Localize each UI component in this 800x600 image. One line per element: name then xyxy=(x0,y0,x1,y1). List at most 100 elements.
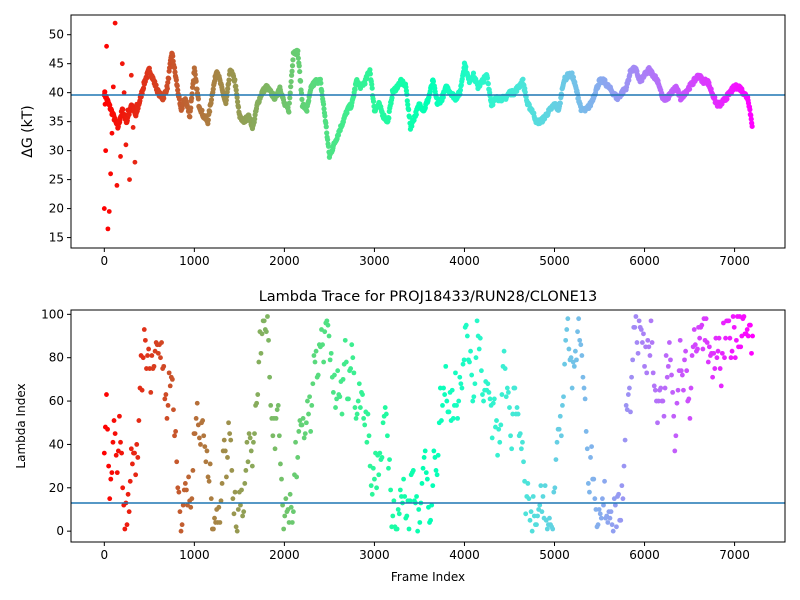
bottom-data-point xyxy=(148,389,154,395)
bottom-data-point xyxy=(711,350,717,356)
top-data-point xyxy=(318,80,324,86)
bottom-x-tick-label: 4000 xyxy=(449,548,480,562)
top-data-point xyxy=(322,113,328,119)
bottom-data-point xyxy=(113,452,119,458)
bottom-data-point xyxy=(179,522,185,528)
bottom-data-point xyxy=(184,487,189,493)
bottom-data-point xyxy=(141,327,147,332)
top-data-point xyxy=(226,77,232,83)
bottom-data-point xyxy=(542,483,548,489)
bottom-data-point xyxy=(322,329,328,335)
bottom-data-point xyxy=(162,396,168,402)
bottom-data-point xyxy=(585,481,591,486)
bottom-data-point xyxy=(346,396,351,402)
bottom-data-point xyxy=(122,526,128,532)
bottom-data-point xyxy=(655,420,660,426)
bottom-data-point xyxy=(294,474,300,480)
top-data-point xyxy=(520,76,526,82)
bottom-data-point xyxy=(149,353,155,358)
top-data-point xyxy=(406,107,412,113)
top-data-point xyxy=(288,72,295,78)
bottom-data-point xyxy=(217,520,223,525)
bottom-data-point xyxy=(308,429,314,434)
bottom-data-point xyxy=(560,403,565,408)
bottom-data-point xyxy=(687,416,693,421)
top-data-point xyxy=(289,63,296,69)
bottom-data-point xyxy=(602,478,607,484)
bottom-data-point xyxy=(310,381,316,387)
bottom-data-point xyxy=(159,340,164,345)
bottom-data-point xyxy=(553,457,559,463)
bottom-data-point xyxy=(242,481,248,486)
top-y-tick-label: 35 xyxy=(49,115,64,129)
bottom-data-point xyxy=(424,476,430,482)
bottom-data-point xyxy=(610,528,616,534)
top-data-point xyxy=(121,90,127,96)
bottom-data-point xyxy=(523,511,529,517)
bottom-data-point xyxy=(360,392,365,397)
top-data-point xyxy=(108,171,114,177)
top-data-point xyxy=(485,81,491,87)
bottom-data-point xyxy=(622,437,628,443)
bottom-data-point xyxy=(175,485,181,491)
bottom-data-point xyxy=(299,422,305,428)
bottom-data-point xyxy=(324,318,330,324)
bottom-data-point xyxy=(330,389,336,395)
bottom-data-point xyxy=(726,318,732,324)
bottom-data-point xyxy=(163,392,169,397)
bottom-data-point xyxy=(309,403,315,408)
bottom-data-point xyxy=(504,385,510,391)
bottom-data-point xyxy=(714,355,720,361)
bottom-data-point xyxy=(321,359,327,365)
top-data-point xyxy=(193,78,199,84)
bottom-data-point xyxy=(395,507,401,512)
bottom-data-point xyxy=(497,439,503,445)
top-data-point xyxy=(125,107,131,113)
bottom-data-point xyxy=(457,374,463,380)
bottom-data-point xyxy=(587,489,592,495)
bottom-data-point xyxy=(589,444,594,449)
bottom-data-point xyxy=(499,392,505,397)
bottom-data-point xyxy=(280,502,285,508)
bottom-data-point xyxy=(669,372,674,378)
bottom-data-point xyxy=(126,509,132,515)
top-data-point xyxy=(110,84,116,90)
top-x-tick-label: 6000 xyxy=(629,254,660,268)
bottom-data-point xyxy=(577,337,583,343)
bottom-data-point xyxy=(569,385,575,391)
top-data-point xyxy=(484,75,491,81)
bottom-data-point xyxy=(117,413,122,419)
bottom-data-point xyxy=(414,494,419,499)
bottom-x-tick-label: 0 xyxy=(100,548,108,562)
bottom-data-point xyxy=(646,344,652,350)
bottom-data-point xyxy=(732,355,738,361)
bottom-data-point xyxy=(544,526,550,532)
bottom-data-point xyxy=(633,314,639,319)
bottom-data-point xyxy=(480,392,485,397)
top-data-point xyxy=(174,83,180,89)
top-data-point xyxy=(187,114,193,120)
top-data-point xyxy=(119,61,125,67)
bottom-data-point xyxy=(435,452,441,458)
bottom-data-point xyxy=(528,509,534,515)
bottom-data-point xyxy=(349,342,355,348)
top-data-point xyxy=(289,68,295,74)
bottom-data-point xyxy=(201,433,207,439)
bottom-data-point xyxy=(430,483,436,489)
bottom-data-point xyxy=(281,526,287,532)
bottom-data-point xyxy=(608,509,614,515)
bottom-data-point xyxy=(107,496,113,502)
bottom-x-tick-label: 1000 xyxy=(179,548,210,562)
top-data-point xyxy=(207,109,213,115)
bottom-x-tick-label: 3000 xyxy=(359,548,390,562)
bottom-data-point xyxy=(166,370,172,376)
bottom-data-point xyxy=(738,344,744,350)
top-data-point xyxy=(205,117,211,123)
bottom-data-point xyxy=(276,433,282,439)
bottom-data-point xyxy=(571,363,577,369)
bottom-data-point xyxy=(240,513,246,519)
top-data-point xyxy=(367,71,373,77)
bottom-data-point xyxy=(140,355,146,361)
bottom-data-point xyxy=(158,355,163,361)
top-data-point xyxy=(286,109,292,115)
